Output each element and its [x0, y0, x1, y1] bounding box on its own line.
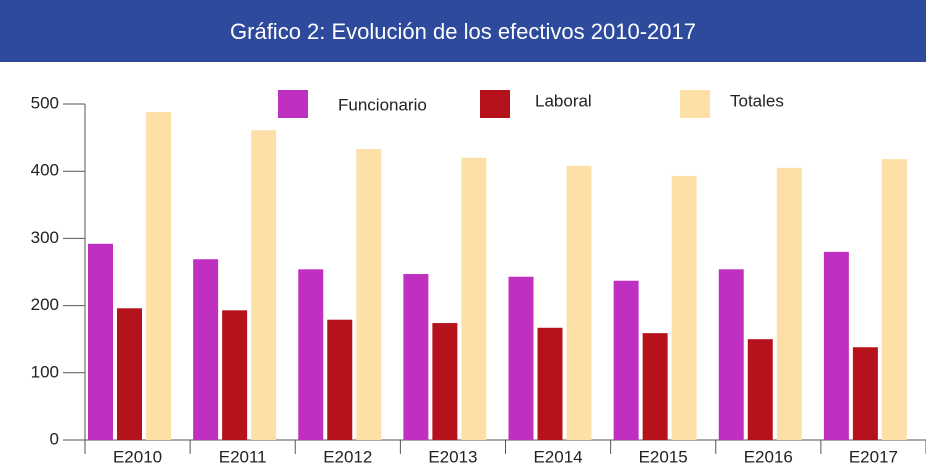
- bar: [356, 149, 382, 441]
- legend-label: Laboral: [535, 91, 592, 110]
- y-tick-label: 300: [31, 228, 59, 247]
- bar: [881, 159, 907, 440]
- bar: [88, 243, 113, 440]
- bar: [823, 251, 849, 440]
- bar: [642, 333, 668, 440]
- bar: [146, 112, 171, 441]
- x-tick-label: E2011: [219, 447, 267, 466]
- x-tick-label: E2017: [849, 447, 898, 466]
- bar: [776, 167, 802, 440]
- x-tick-label: E2014: [533, 447, 582, 466]
- bar: [432, 323, 458, 440]
- y-tick-label: 500: [31, 93, 59, 112]
- bar: [747, 339, 773, 440]
- bar: [193, 259, 219, 440]
- x-tick-label: E2016: [744, 447, 793, 466]
- legend-swatch: [480, 90, 510, 118]
- bar: [222, 310, 248, 440]
- bar: [613, 280, 639, 440]
- y-tick-label: 0: [50, 429, 59, 448]
- bar: [461, 157, 487, 440]
- bar: [251, 130, 277, 440]
- x-tick-label: E2013: [428, 447, 477, 466]
- bar: [327, 319, 353, 440]
- bar: [508, 276, 534, 440]
- legend-label: Totales: [730, 91, 784, 110]
- y-tick-label: 400: [31, 161, 59, 180]
- y-tick-label: 100: [31, 362, 59, 381]
- bar: [298, 269, 324, 440]
- legend-swatch: [278, 90, 308, 118]
- bar: [566, 165, 592, 440]
- bar: [537, 327, 563, 440]
- bar: [403, 274, 429, 440]
- bar: [852, 347, 878, 440]
- chart-title: Gráfico 2: Evolución de los efectivos 20…: [230, 19, 696, 44]
- legend-label: Funcionario: [338, 95, 427, 114]
- y-tick-label: 200: [31, 295, 59, 314]
- bar: [117, 308, 142, 440]
- bar: [718, 269, 744, 440]
- x-tick-label: E2012: [323, 447, 372, 466]
- x-tick-label: E2010: [113, 447, 162, 466]
- legend-swatch: [680, 90, 710, 118]
- title-banner: [0, 0, 926, 62]
- bar: [671, 175, 697, 441]
- x-tick-label: E2015: [639, 447, 688, 466]
